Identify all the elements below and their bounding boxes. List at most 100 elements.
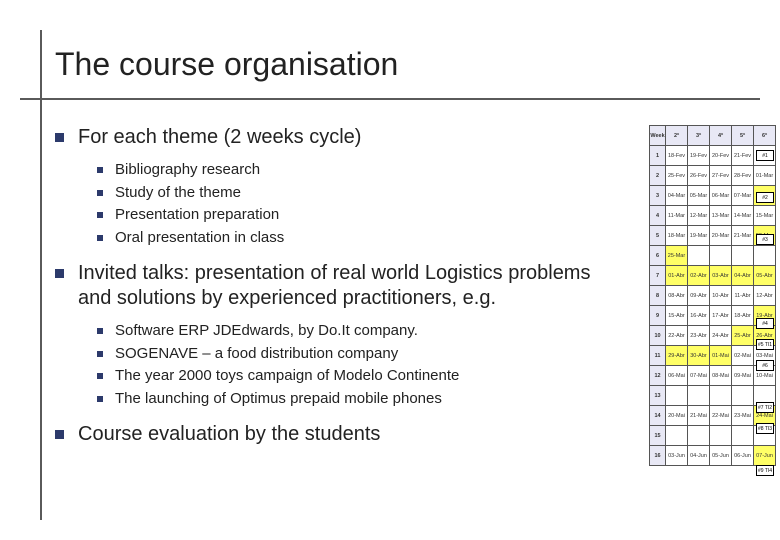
calendar-row: 411-Mar12-Mar13-Mar14-Mar15-Mar: [650, 206, 776, 226]
calendar-cell: [688, 386, 710, 406]
calendar-cell: [710, 246, 732, 266]
calendar-cell: 04-Jun: [688, 446, 710, 466]
calendar-cell: 21-Fev: [732, 146, 754, 166]
calendar-callout: #9 TI4: [756, 465, 774, 476]
calendar-week-number: 12: [650, 366, 666, 386]
calendar-cell: 12-Mar: [688, 206, 710, 226]
bullet-level1: Course evaluation by the students: [55, 422, 615, 447]
calendar-cell: 19-Mar: [688, 226, 710, 246]
calendar-cell: [688, 246, 710, 266]
bullet-level2: SOGENAVE – a food distribution company: [97, 344, 615, 364]
calendar-cell: 05-Mar: [688, 186, 710, 206]
sub-bullet-group: Software ERP JDEdwards, by Do.It company…: [97, 321, 615, 408]
calendar-cell: 12-Abr: [754, 286, 776, 306]
bullet-square-icon: [97, 396, 103, 402]
calendar-cell: 05-Abr: [754, 266, 776, 286]
calendar-cell: 04-Mar: [666, 186, 688, 206]
bullet-square-icon: [55, 269, 64, 278]
calendar-row: 625-Mar: [650, 246, 776, 266]
calendar-cell: [732, 386, 754, 406]
calendar-cell: [666, 426, 688, 446]
calendar-header-day: 2ª: [666, 126, 688, 146]
calendar-callout: #8 TI3: [756, 423, 774, 434]
sub-bullet-text: Bibliography research: [115, 160, 260, 180]
calendar-week-number: 14: [650, 406, 666, 426]
calendar-header-day: 4ª: [710, 126, 732, 146]
calendar-callout: #7 TI2: [756, 402, 774, 413]
calendar-cell: 02-Abr: [688, 266, 710, 286]
calendar-header-week: Week: [650, 126, 666, 146]
calendar-callout: #5 TI1: [756, 339, 774, 350]
calendar-cell: 04-Abr: [732, 266, 754, 286]
calendar-cell: 25-Abr: [732, 326, 754, 346]
sub-bullet-text: Presentation preparation: [115, 205, 279, 225]
calendar-header-day: 6ª: [754, 126, 776, 146]
calendar-cell: 30-Abr: [688, 346, 710, 366]
bullet-text: Course evaluation by the students: [78, 422, 380, 447]
calendar-cell: 22-Abr: [666, 326, 688, 346]
calendar-week-number: 1: [650, 146, 666, 166]
calendar-callout: #6: [756, 360, 774, 371]
calendar-cell: 05-Jun: [710, 446, 732, 466]
calendar-row: 225-Fev26-Fev27-Fev28-Fev01-Mar: [650, 166, 776, 186]
calendar-week-number: 13: [650, 386, 666, 406]
calendar-cell: 07-Jun: [754, 446, 776, 466]
bullet-square-icon: [97, 212, 103, 218]
bullet-level2: Presentation preparation: [97, 205, 615, 225]
calendar-row: 701-Abr02-Abr03-Abr04-Abr05-Abr: [650, 266, 776, 286]
content-area: For each theme (2 weeks cycle) Bibliograp…: [55, 125, 615, 457]
calendar-week-number: 3: [650, 186, 666, 206]
bullet-level2: The launching of Optimus prepaid mobile …: [97, 389, 615, 409]
calendar-cell: 11-Mar: [666, 206, 688, 226]
calendar-week-number: 10: [650, 326, 666, 346]
sub-bullet-text: The year 2000 toys campaign of Modelo Co…: [115, 366, 459, 386]
calendar-cell: 25-Mar: [666, 246, 688, 266]
calendar-cell: 21-Mar: [732, 226, 754, 246]
bullet-square-icon: [97, 328, 103, 334]
calendar-cell: 18-Fev: [666, 146, 688, 166]
calendar-week-number: 2: [650, 166, 666, 186]
calendar-cell: 06-Mai: [666, 366, 688, 386]
calendar-cell: 20-Mar: [710, 226, 732, 246]
bullet-square-icon: [55, 133, 64, 142]
calendar-cell: 29-Abr: [666, 346, 688, 366]
calendar-cell: [710, 426, 732, 446]
calendar-cell: 06-Jun: [732, 446, 754, 466]
calendar-cell: 06-Mar: [710, 186, 732, 206]
calendar-callout: #3: [756, 234, 774, 245]
calendar-cell: 22-Mai: [710, 406, 732, 426]
calendar-cell: 10-Abr: [710, 286, 732, 306]
bullet-level1: Invited talks: presentation of real worl…: [55, 261, 615, 311]
calendar-week-number: 8: [650, 286, 666, 306]
calendar-week-number: 6: [650, 246, 666, 266]
calendar-week-number: 15: [650, 426, 666, 446]
calendar-cell: 15-Mar: [754, 206, 776, 226]
calendar-cell: 09-Mai: [732, 366, 754, 386]
calendar-cell: 18-Abr: [732, 306, 754, 326]
calendar-cell: 07-Mar: [732, 186, 754, 206]
calendar-week-number: 7: [650, 266, 666, 286]
calendar-cell: 20-Fev: [710, 146, 732, 166]
bullet-level1: For each theme (2 weeks cycle): [55, 125, 615, 150]
calendar-cell: 08-Abr: [666, 286, 688, 306]
calendar-cell: 17-Abr: [710, 306, 732, 326]
calendar-week-number: 9: [650, 306, 666, 326]
calendar-cell: 08-Mai: [710, 366, 732, 386]
calendar-callout: #2: [756, 192, 774, 203]
calendar-cell: 15-Abr: [666, 306, 688, 326]
bullet-level2: Bibliography research: [97, 160, 615, 180]
bullet-square-icon: [97, 373, 103, 379]
calendar-cell: 01-Mai: [710, 346, 732, 366]
calendar-callout: #1: [756, 150, 774, 161]
calendar-cell: 27-Fev: [710, 166, 732, 186]
bullet-level2: The year 2000 toys campaign of Modelo Co…: [97, 366, 615, 386]
calendar-cell: 26-Fev: [688, 166, 710, 186]
calendar-cell: 02-Mai: [732, 346, 754, 366]
bullet-square-icon: [97, 190, 103, 196]
calendar-cell: [666, 386, 688, 406]
calendar-row: 808-Abr09-Abr10-Abr11-Abr12-Abr: [650, 286, 776, 306]
calendar-cell: 28-Fev: [732, 166, 754, 186]
calendar-cell: 18-Mar: [666, 226, 688, 246]
sub-bullet-group: Bibliography researchStudy of the themeP…: [97, 160, 615, 247]
sub-bullet-text: The launching of Optimus prepaid mobile …: [115, 389, 442, 409]
